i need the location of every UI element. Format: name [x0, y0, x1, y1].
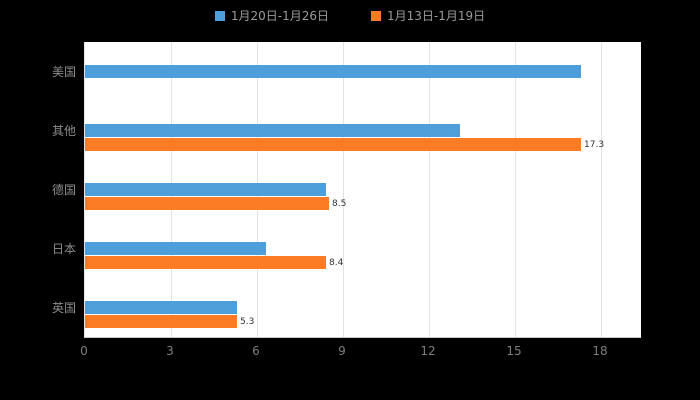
x-axis-label-6: 6 — [252, 344, 260, 358]
bar-series1-英国[interactable] — [85, 315, 237, 328]
gridline-x-18 — [601, 42, 602, 337]
bar-series1-日本[interactable] — [85, 256, 326, 269]
y-axis-label-1: 其他 — [51, 124, 76, 138]
bar-value-label-1: 17.3 — [584, 140, 605, 150]
legend: 1月20日-1月26日 1月13日-1月19日 — [0, 7, 700, 24]
gridline-x-15 — [515, 42, 516, 337]
gridline-x-9 — [343, 42, 344, 337]
y-axis-label-3: 日本 — [51, 242, 76, 256]
bar-value-label-2: 8.5 — [332, 199, 347, 209]
x-axis-label-12: 12 — [420, 344, 436, 358]
x-axis-label-9: 9 — [338, 344, 346, 358]
plot-area — [84, 42, 641, 338]
x-axis-label-15: 15 — [506, 344, 522, 358]
y-axis-label-2: 德国 — [51, 183, 76, 197]
bar-series0-日本[interactable] — [85, 242, 266, 255]
legend-item-week-jan13-19[interactable]: 1月13日-1月19日 — [371, 7, 485, 24]
bar-value-label-4: 5.3 — [240, 317, 255, 327]
x-axis-label-0: 0 — [80, 344, 88, 358]
legend-swatch-orange-icon — [371, 10, 381, 21]
bar-series0-德国[interactable] — [85, 183, 326, 196]
legend-label-week-jan20-26: 1月20日-1月26日 — [230, 9, 329, 23]
gridline-x-12 — [429, 42, 430, 337]
bar-series1-其他[interactable] — [85, 138, 581, 151]
y-axis-label-4: 英国 — [51, 301, 76, 315]
legend-item-week-jan20-26[interactable]: 1月20日-1月26日 — [214, 7, 329, 24]
bar-series1-德国[interactable] — [85, 197, 329, 210]
legend-label-week-jan13-19: 1月13日-1月19日 — [387, 9, 486, 23]
x-axis-label-3: 3 — [166, 344, 174, 358]
legend-swatch-blue-icon — [214, 10, 225, 21]
y-axis-label-0: 美国 — [51, 65, 76, 79]
bar-series0-美国[interactable] — [85, 65, 581, 78]
bar-series0-其他[interactable] — [85, 124, 460, 137]
bar-series0-英国[interactable] — [85, 301, 237, 314]
x-axis-label-18: 18 — [592, 344, 608, 358]
bar-value-label-3: 8.4 — [329, 258, 344, 268]
